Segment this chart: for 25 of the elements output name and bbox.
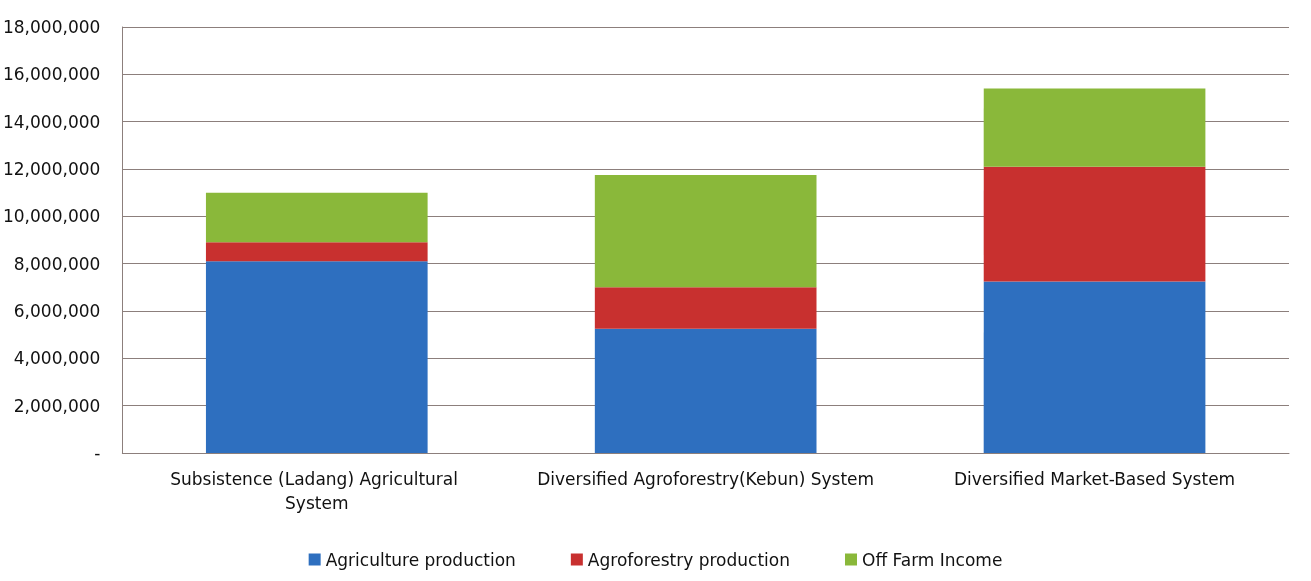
bar [205,192,428,243]
legend-label: Agriculture production [325,549,516,570]
bar [983,88,1206,167]
legend-label: Agroforestry production [587,549,791,570]
legend-label: Off Farm Income [862,549,1003,570]
y-tick-label: 4,000,000 [13,348,101,369]
bar [205,242,428,262]
bar [594,174,817,288]
bar [205,261,428,453]
bar [594,287,817,329]
y-tick-label: 12,000,000 [2,159,101,179]
x-tick-label: Diversified Market-Based System [953,469,1236,489]
y-tick-label: 14,000,000 [2,111,101,132]
y-tick-label: 6,000,000 [13,301,101,321]
y-tick-label: 10,000,000 [2,206,101,227]
y-tick-label: 16,000,000 [2,64,101,85]
y-tick-label: 2,000,000 [13,395,101,416]
bar [983,281,1206,453]
y-tick-label: 8,000,000 [13,253,101,274]
y-tick-label: 18,000,000 [2,17,101,37]
y-tick-label: - [94,443,101,463]
x-tick-label: Diversified Agroforestry(Kebun) System [537,469,875,489]
bar [594,328,817,453]
bar [983,166,1206,282]
x-tick-label: Subsistence (Ladang) Agricultural System [170,469,464,513]
